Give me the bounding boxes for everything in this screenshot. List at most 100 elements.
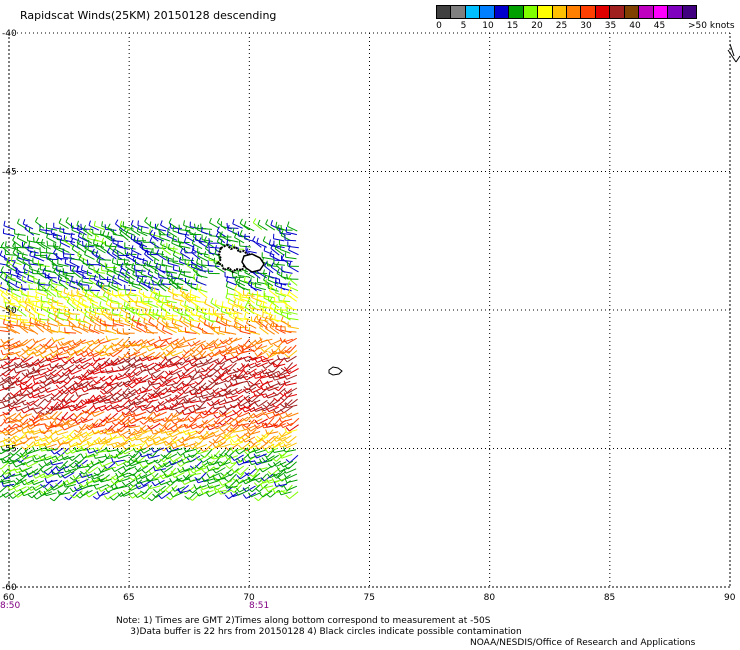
wind-barb-feather [14, 396, 19, 402]
wind-barb [233, 303, 244, 310]
wind-barb [130, 485, 142, 491]
wind-barb [111, 453, 122, 459]
wind-barb [13, 388, 23, 397]
wind-barb [282, 422, 294, 429]
wind-barb [11, 376, 21, 386]
kerguelen-island [216, 243, 265, 274]
wind-barb [191, 392, 203, 396]
wind-barb [156, 253, 167, 261]
wind-barb-feather [82, 258, 84, 264]
wind-barb-feather [255, 487, 260, 492]
wind-barb [215, 431, 226, 438]
wind-barb-feather [136, 252, 139, 258]
wind-barb [184, 242, 195, 248]
wind-barb [219, 461, 231, 467]
wind-barb [0, 437, 10, 443]
wind-barb-feather [80, 446, 84, 451]
wind-barb-feather [32, 379, 36, 385]
wind-barb-feather [61, 389, 67, 395]
wind-barb-feather [273, 461, 277, 467]
wind-barb [275, 483, 287, 487]
wind-barb-feather [141, 276, 144, 282]
wind-barb [256, 453, 267, 459]
wind-barb-feather [160, 303, 164, 309]
wind-barb-feather [13, 493, 19, 498]
wind-barb [52, 471, 64, 475]
wind-barb [288, 266, 299, 273]
wind-barb-feather [64, 273, 68, 279]
wind-barb [25, 351, 34, 360]
wind-barb-feather [63, 385, 68, 390]
wind-barb [6, 309, 17, 316]
wind-barb-feather [152, 279, 154, 285]
wind-barb [134, 269, 146, 272]
wind-barb [75, 319, 87, 323]
wind-barb [201, 387, 213, 392]
wind-barb-feather [275, 323, 278, 329]
wind-barb-feather [107, 287, 110, 293]
wind-barb [192, 369, 201, 378]
wind-barb [93, 243, 105, 248]
wind-barb [0, 386, 9, 392]
wind-barb [161, 430, 173, 434]
wind-barb [148, 265, 159, 272]
wind-barb [255, 449, 267, 454]
wind-barb [267, 287, 279, 292]
wind-barb [16, 271, 28, 274]
wind-barb-feather [184, 231, 188, 237]
wind-barb-feather [224, 367, 229, 372]
wind-barb-feather [153, 389, 158, 395]
wind-barb [99, 344, 107, 354]
wind-barb-feather [245, 291, 249, 297]
wind-barb-feather [133, 493, 138, 498]
wind-barb-feather [284, 427, 288, 433]
wind-barb-feather [159, 378, 164, 383]
wind-barb [237, 380, 249, 385]
wind-barb-feather [229, 440, 233, 446]
wind-barb-feather [153, 407, 158, 413]
wind-barb-feather [242, 375, 247, 381]
wind-barb-feather [9, 471, 12, 477]
wind-barb-feather [171, 473, 176, 478]
wind-barb-feather [13, 368, 17, 374]
wind-barb [171, 369, 183, 376]
wind-barb-feather [40, 238, 44, 244]
lon-label: 90 [724, 593, 736, 603]
wind-barb [179, 320, 189, 328]
wind-barb-feather [20, 480, 25, 486]
wind-barb-feather [172, 250, 176, 256]
wind-barb [252, 222, 263, 230]
wind-barb [246, 386, 257, 394]
wind-barb-feather [131, 262, 134, 268]
wind-barb [23, 407, 34, 414]
wind-barb-feather [277, 370, 282, 376]
wind-barb-feather [265, 385, 269, 391]
wind-barb-feather [241, 407, 246, 413]
wind-barb-feather [6, 355, 10, 361]
wind-barb [24, 400, 35, 406]
wind-barb [93, 279, 105, 285]
wind-barb [107, 338, 119, 341]
wind-barb-feather [179, 286, 183, 292]
wind-barb [21, 472, 33, 478]
wind-barb [54, 375, 64, 383]
wind-barb-feather [49, 372, 55, 377]
wind-barb [83, 277, 95, 280]
wind-barb [48, 418, 57, 428]
wind-barb-feather [68, 369, 73, 375]
wind-barb-feather [131, 280, 134, 286]
wind-barb [131, 327, 142, 333]
wind-barb-feather [16, 247, 18, 253]
wind-barb [249, 382, 261, 387]
wind-barb-feather [214, 309, 217, 315]
wind-barb [124, 473, 136, 478]
wind-barb-feather [54, 364, 59, 369]
wind-barb [145, 466, 155, 474]
wind-barb-feather [173, 320, 177, 326]
wind-barb-feather [84, 243, 88, 249]
wind-barb-feather [253, 413, 258, 418]
wind-barb [3, 323, 14, 328]
wind-barb [231, 441, 243, 446]
wind-barb-feather [163, 454, 168, 460]
wind-barb-feather [243, 450, 249, 456]
